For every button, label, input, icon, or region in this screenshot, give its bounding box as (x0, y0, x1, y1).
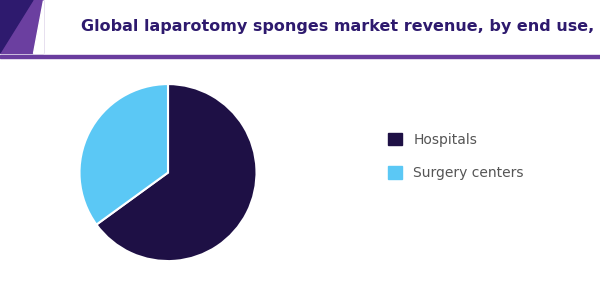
Wedge shape (80, 84, 168, 224)
Legend: Hospitals, Surgery centers: Hospitals, Surgery centers (388, 133, 524, 180)
Wedge shape (97, 84, 256, 261)
Text: Global laparotomy sponges market revenue, by end use, 2016 (%): Global laparotomy sponges market revenue… (81, 19, 600, 34)
